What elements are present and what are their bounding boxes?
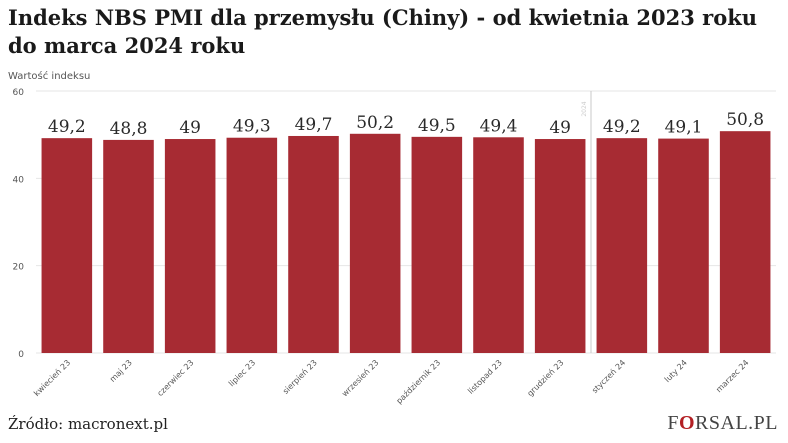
x-tick-label: grudzień 23 [526,358,566,398]
x-tick-label: październik 23 [395,358,443,406]
data-label: 49,4 [480,116,518,136]
bar [41,138,93,353]
x-tick-label: wrzesień 23 [340,358,380,398]
bar [226,137,278,353]
y-tick-label: 60 [13,88,25,98]
bar [473,137,524,353]
x-tick-label: lipiec 23 [227,358,257,388]
bar [596,138,648,353]
source-note: Źródło: macronext.pl [8,415,168,433]
y-tick-label: 0 [18,350,24,360]
x-tick-label: czerwiec 23 [156,358,196,398]
x-tick-label: maj 23 [108,358,134,384]
year-divider-label: 2024 [581,101,588,116]
data-label: 49,5 [418,116,456,136]
chart-title: Indeks NBS PMI dla przemysłu (Chiny) - o… [8,5,758,58]
data-label: 49,7 [295,115,333,135]
bar [288,135,339,353]
bar [164,139,216,353]
data-label: 49,3 [233,117,271,137]
forsal-logo[interactable]: FORSAL.PL [667,412,778,434]
x-tick-label: listopad 23 [466,358,504,396]
data-label: 49,1 [665,118,703,138]
data-label: 49 [179,118,201,138]
y-axis-label: Wartość indeksu [8,70,90,82]
data-label: 49,2 [48,117,86,137]
y-tick-label: 20 [13,263,25,273]
data-label: 49 [549,118,571,138]
bar [658,138,709,353]
bar [411,136,463,353]
data-label: 49,2 [603,117,641,137]
x-tick-label: kwiecień 23 [32,358,72,398]
x-tick-label: sierpień 23 [281,358,319,396]
data-label: 50,8 [726,110,764,130]
x-tick-label: marzec 24 [714,358,750,394]
bar [349,133,401,353]
bar [719,131,771,353]
x-tick-label: luty 24 [663,358,689,384]
y-tick-label: 40 [13,175,25,185]
bar [103,139,154,353]
data-label: 50,2 [356,113,394,133]
bar [534,139,586,353]
data-label: 48,8 [110,119,148,139]
x-tick-label: styczeń 24 [590,358,627,395]
